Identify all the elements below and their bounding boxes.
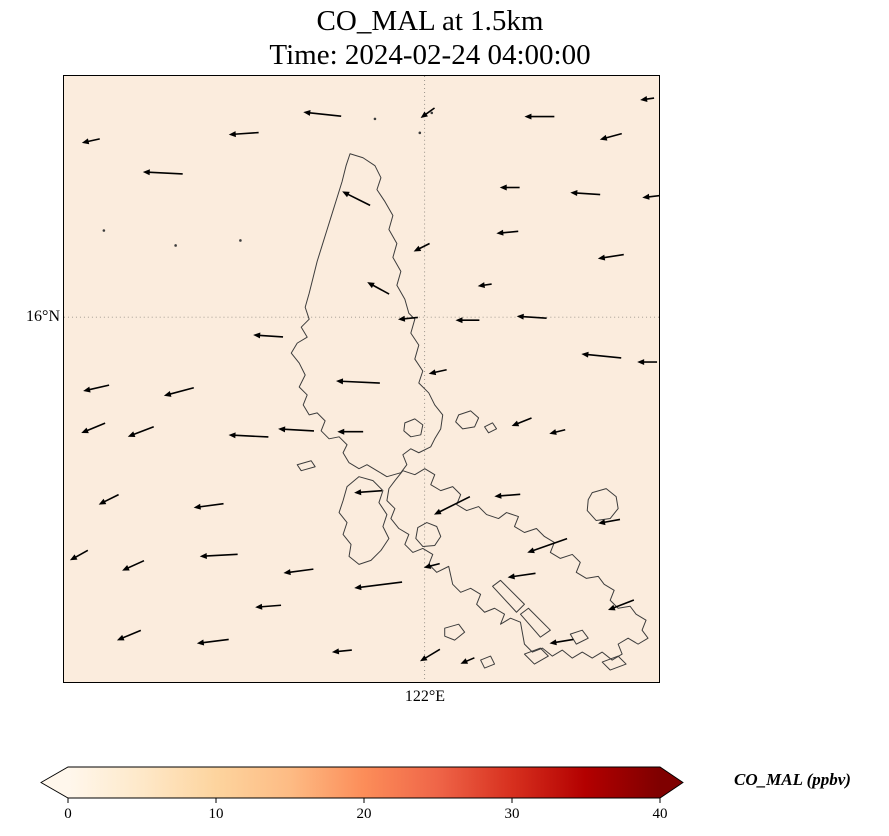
plot-title: CO_MAL at 1.5km [316, 5, 544, 37]
svg-text:30: 30 [505, 806, 520, 822]
map-canvas [64, 76, 659, 682]
svg-text:10: 10 [209, 806, 224, 822]
svg-text:40: 40 [653, 806, 668, 822]
colorbar: 0 10 20 30 40 [40, 766, 684, 822]
svg-text:0: 0 [64, 806, 72, 822]
colorbar-label: CO_MAL (ppbv) [734, 770, 851, 789]
ytick-label-16N: 16°N [26, 308, 60, 325]
plot-subtitle: Time: 2024-02-24 04:00:00 [269, 39, 591, 71]
map-plot-area [63, 75, 660, 683]
svg-text:20: 20 [357, 806, 372, 822]
xtick-label-122E: 122°E [404, 688, 446, 705]
